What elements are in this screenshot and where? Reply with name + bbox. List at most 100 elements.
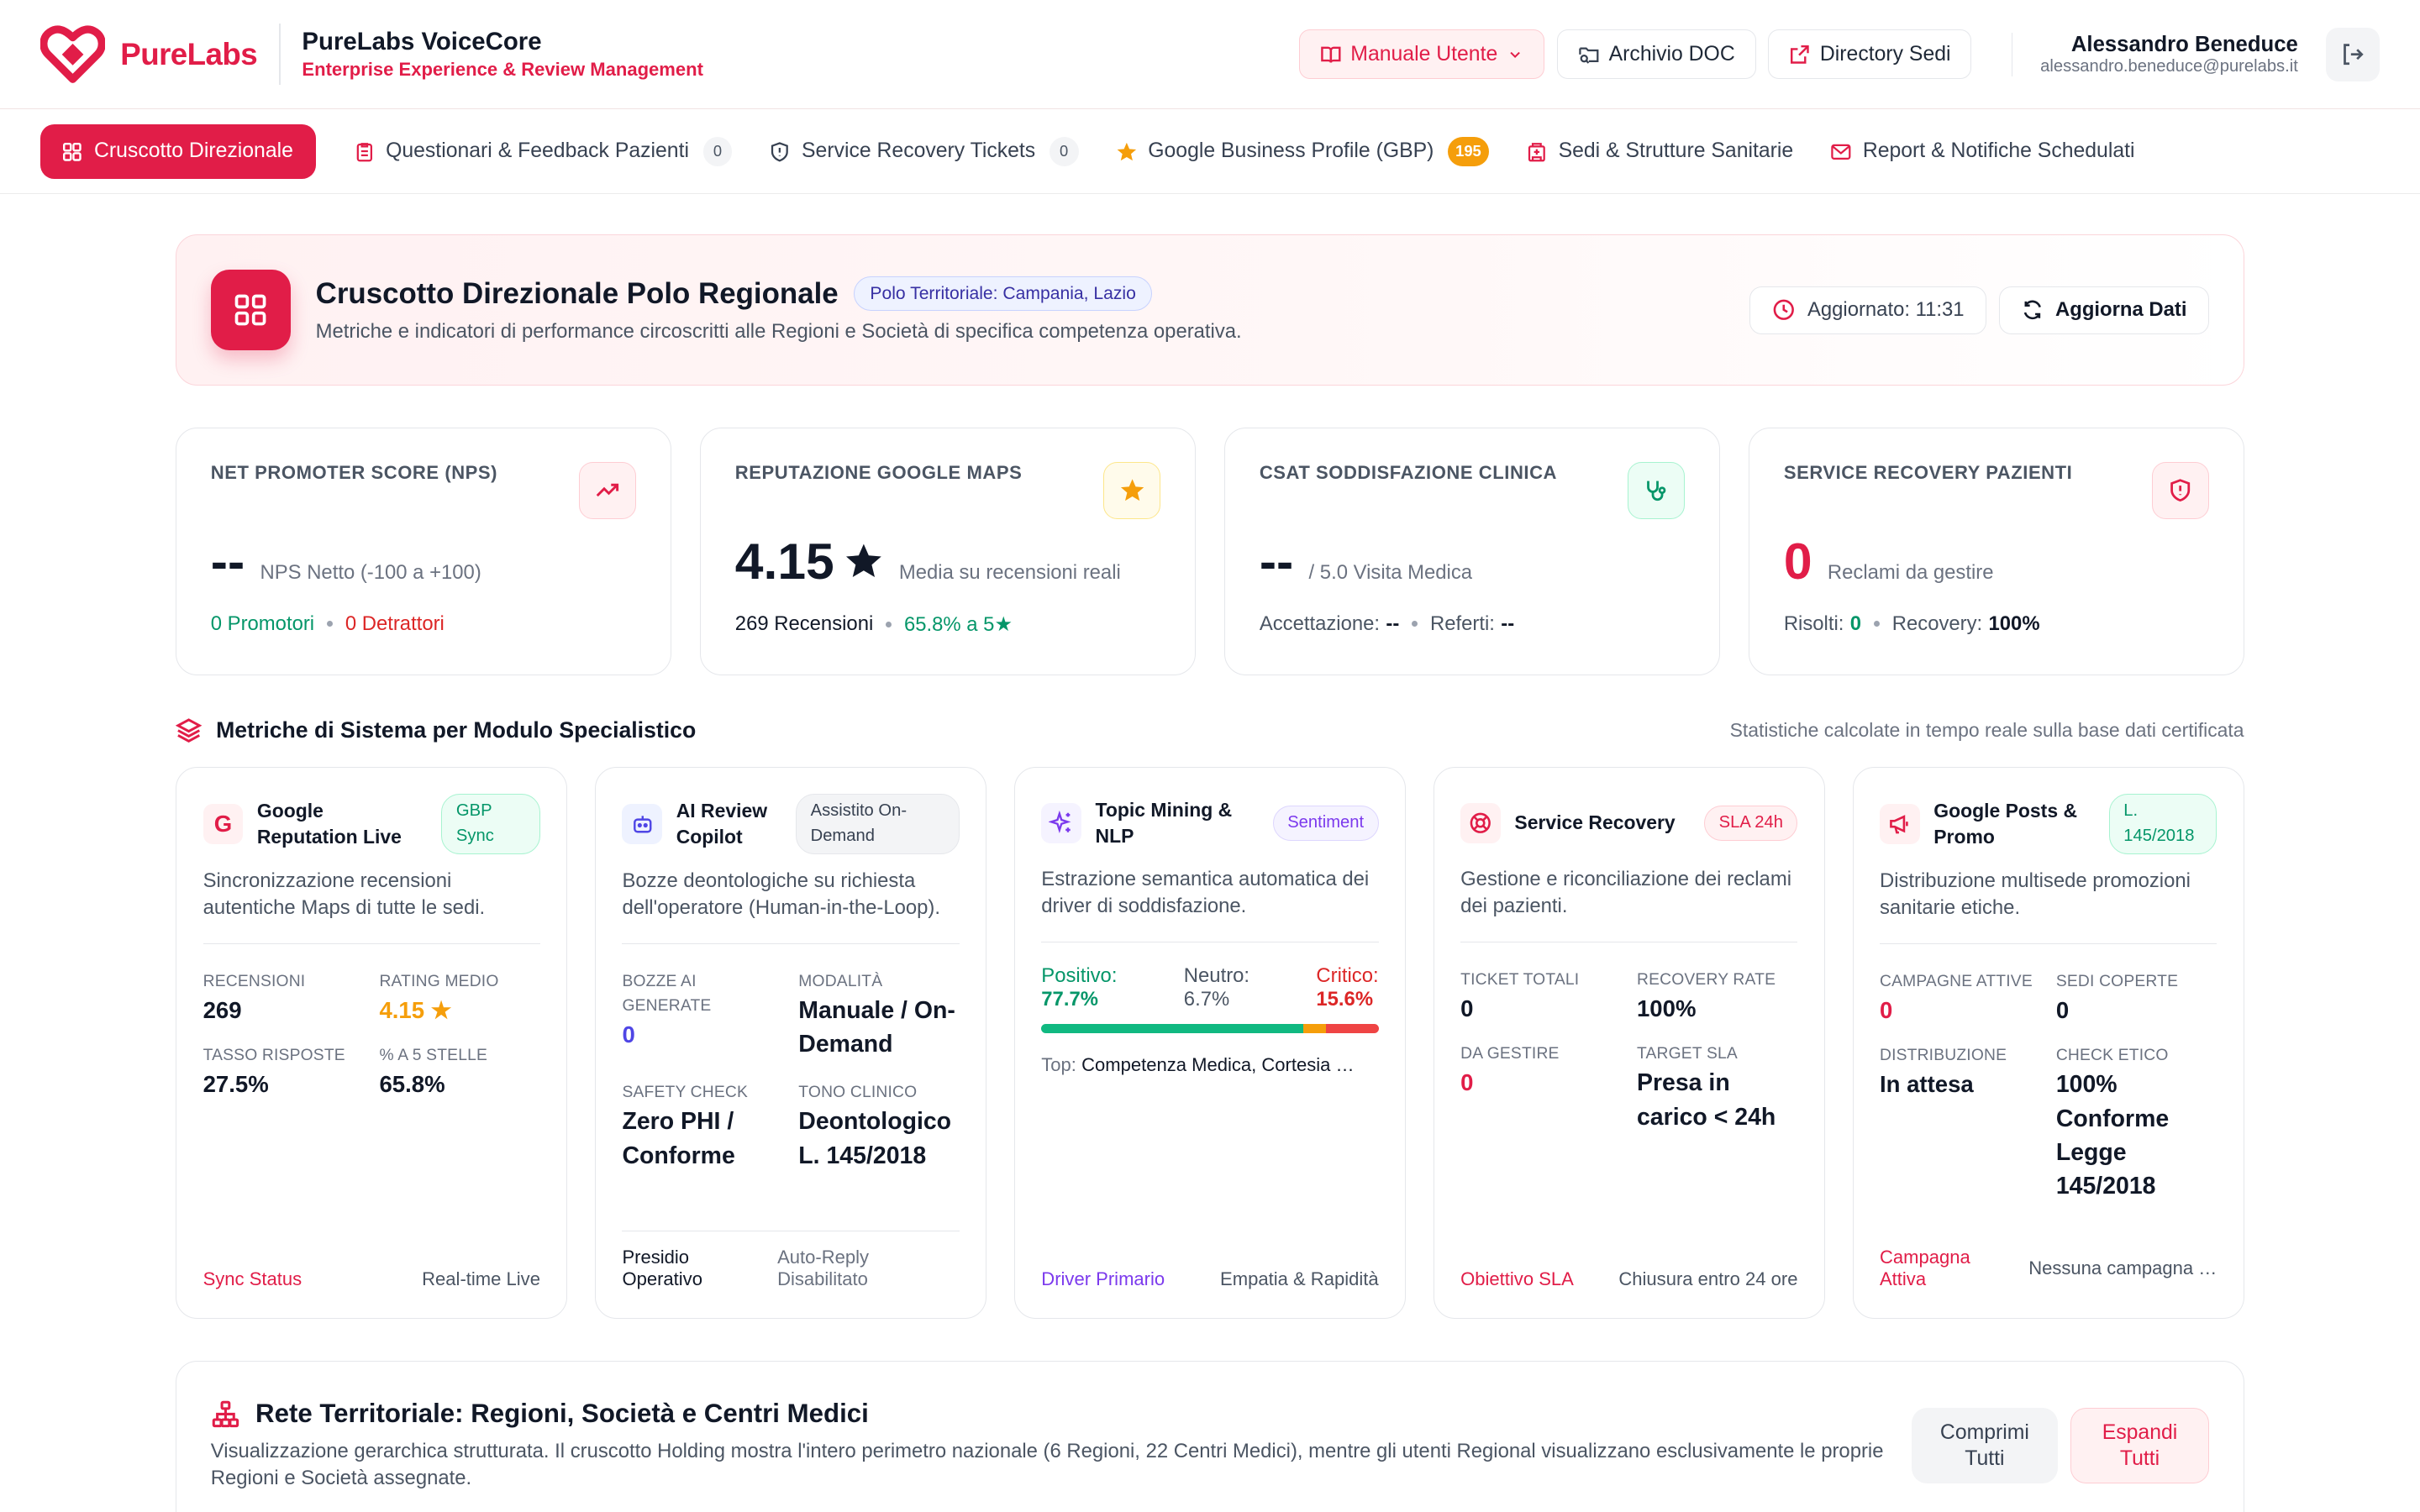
count-badge: 195 (1447, 136, 1489, 166)
google-five-star: 65.8% a 5★ (904, 612, 1013, 636)
metric-value: 0 (1879, 997, 1893, 1024)
csat-acc-label: Accettazione: (1259, 612, 1381, 635)
section-note: Statistiche calcolate in tempo reale sul… (1729, 719, 2244, 742)
metric-label: TICKET TOTALI (1460, 970, 1580, 989)
stethoscope-icon (1628, 462, 1686, 520)
module-google-posts: Google Posts & Promo L. 145/2018 Distrib… (1852, 766, 2244, 1320)
sentiment-breakdown: Positivo: 77.7% Neutro: 6.7% Critico: 15.6% (1041, 964, 1378, 1011)
app-header: PureLabs PureLabs VoiceCore Enterprise E… (0, 0, 2420, 110)
separator-dot (326, 621, 334, 627)
last-updated-chip: Aggiornato: 11:31 (1749, 286, 1987, 334)
metric-label: TASSO RISPOSTE (203, 1046, 345, 1064)
module-description: Sincronizzazione recensioni autentiche M… (203, 868, 540, 945)
google-reviews-count: 269 Recensioni (734, 612, 874, 636)
csat-ref-label: Referti: (1430, 612, 1495, 635)
directory-sedi-button[interactable]: Directory Sedi (1768, 29, 1972, 80)
layers-icon (176, 718, 203, 743)
sentiment-positive-label: Positivo: (1041, 963, 1118, 987)
folder-search-icon (1579, 47, 1599, 64)
logout-button[interactable] (2325, 27, 2381, 81)
brand-name: PureLabs (120, 36, 258, 71)
module-title: AI Review Copilot (676, 799, 768, 848)
clock-icon (1773, 299, 1794, 321)
metric-label: MODALITÀ (798, 972, 883, 990)
tab-google-business-profile[interactable]: Google Business Profile (GBP) 195 (1116, 124, 1489, 178)
tab-sedi-strutture[interactable]: Sedi & Strutture Sanitarie (1526, 124, 1793, 178)
csat-acc-value: -- (1386, 612, 1400, 635)
star-icon (1103, 462, 1161, 520)
tab-questionari-feedback[interactable]: Questionari & Feedback Pazienti 0 (354, 124, 733, 178)
tab-label: Service Recovery Tickets (802, 139, 1036, 163)
google-rating-value: 4.15 (734, 533, 834, 591)
user-email: alessandro.beneduce@purelabs.it (2040, 56, 2298, 76)
metric-label: CAMPAGNE ATTIVE (1879, 972, 2033, 990)
nps-promoters: 0 Promotori (210, 612, 315, 635)
metric-value: 269 (203, 997, 242, 1024)
module-footer-value: Chiusura entro 24 ore (1618, 1268, 1798, 1290)
module-description: Distribuzione multisede promozioni sanit… (1879, 868, 2217, 945)
metric-value: Zero PHI / Conforme (622, 1108, 735, 1169)
module-tag: Sentiment (1272, 805, 1379, 842)
recovery-solved-value: 0 (1849, 612, 1862, 635)
archivio-doc-button[interactable]: Archivio DOC (1557, 29, 1756, 80)
kpi-nps-card: NET PROMOTER SCORE (NPS) -- NPS Netto (-… (176, 427, 671, 676)
module-footer-label: Campagna Attiva (1879, 1247, 1970, 1290)
hospital-icon (1528, 142, 1545, 161)
module-tag: Assistito On-Demand (796, 793, 960, 854)
module-tag: L. 145/2018 (2108, 793, 2217, 854)
rating-star-icon (845, 543, 881, 578)
sentiment-critical-value: 15.6% (1316, 987, 1374, 1011)
metric-value: Manuale / On-Demand (798, 997, 955, 1058)
sentiment-bar-neutral (1303, 1023, 1327, 1033)
manuale-utente-label: Manuale Utente (1350, 42, 1498, 66)
metric-value: 100% Conforme Legge 145/2018 (2055, 1071, 2170, 1200)
expand-all-button[interactable]: Espandi Tutti (2070, 1407, 2210, 1483)
sentiment-critical-label: Critico: (1316, 963, 1379, 987)
metric-value: In attesa (1879, 1071, 1974, 1098)
metric-value: 0 (2055, 997, 2070, 1024)
app-title: PureLabs VoiceCore (302, 27, 542, 55)
module-footer-label: Driver Primario (1041, 1268, 1165, 1290)
module-ai-review-copilot: AI Review Copilot Assistito On-Demand Bo… (595, 766, 987, 1320)
sentiment-bar-critical (1326, 1023, 1379, 1033)
sentiment-bar-positive (1041, 1023, 1304, 1033)
nps-detractors: 0 Detrattori (345, 612, 445, 635)
module-title: Service Recovery (1514, 811, 1676, 834)
lifebuoy-icon (1460, 803, 1501, 843)
module-title: Topic Mining & NLP (1095, 798, 1233, 847)
directory-sedi-label: Directory Sedi (1819, 42, 1951, 66)
star-icon (1117, 142, 1136, 160)
network-icon (212, 1400, 239, 1427)
modules-section-header: Metriche di Sistema per Modulo Specialis… (176, 717, 2244, 743)
module-footer-label: Presidio Operativo (622, 1247, 702, 1290)
csat-value: -- (1259, 533, 1294, 591)
refresh-icon (2023, 300, 2041, 320)
recovery-value: 0 (1783, 533, 1812, 591)
mail-icon (1831, 144, 1851, 160)
metric-value: 4.15 ★ (379, 997, 452, 1024)
tab-service-recovery-tickets[interactable]: Service Recovery Tickets 0 (769, 124, 1079, 178)
module-google-reputation: G Google Reputation Live GBP Sync Sincro… (176, 766, 568, 1320)
sparkles-icon (1041, 803, 1082, 843)
metric-label: DISTRIBUZIONE (1879, 1046, 2007, 1064)
kpi-google-card: REPUTAZIONE GOOGLE MAPS 4.15 Media su re… (700, 427, 1196, 676)
recovery-rate-value: 100% (1988, 612, 2040, 635)
collapse-all-button[interactable]: Comprimi Tutti (1911, 1407, 2059, 1483)
tab-cruscotto-direzionale[interactable]: Cruscotto Direzionale (39, 124, 317, 179)
refresh-button[interactable]: Aggiorna Dati (1998, 286, 2210, 334)
module-footer-value: Empatia & Rapidità (1220, 1268, 1379, 1290)
main-nav: Cruscotto Direzionale Questionari & Feed… (0, 109, 2420, 195)
tab-report-notifiche[interactable]: Report & Notifiche Schedulati (1830, 124, 2135, 178)
metric-label: BOZZE AI GENERATE (622, 972, 712, 1016)
manuale-utente-button[interactable]: Manuale Utente (1298, 29, 1545, 80)
google-icon: G (203, 804, 244, 844)
metric-label: SAFETY CHECK (622, 1083, 749, 1101)
metric-label: TARGET SLA (1636, 1044, 1738, 1063)
sentiment-neutral-value: 6.7% (1183, 987, 1230, 1011)
top-topics: Top: Competenza Medica, Cortesia … (1041, 1054, 1378, 1076)
shield-alert-icon (771, 141, 789, 162)
module-description: Estrazione semantica automatica dei driv… (1041, 866, 1379, 943)
shield-alert-icon (2152, 462, 2210, 520)
dashboard-hero: Cruscotto Direzionale Polo Regionale Pol… (176, 234, 2244, 386)
brand-logo[interactable]: PureLabs (39, 25, 258, 84)
